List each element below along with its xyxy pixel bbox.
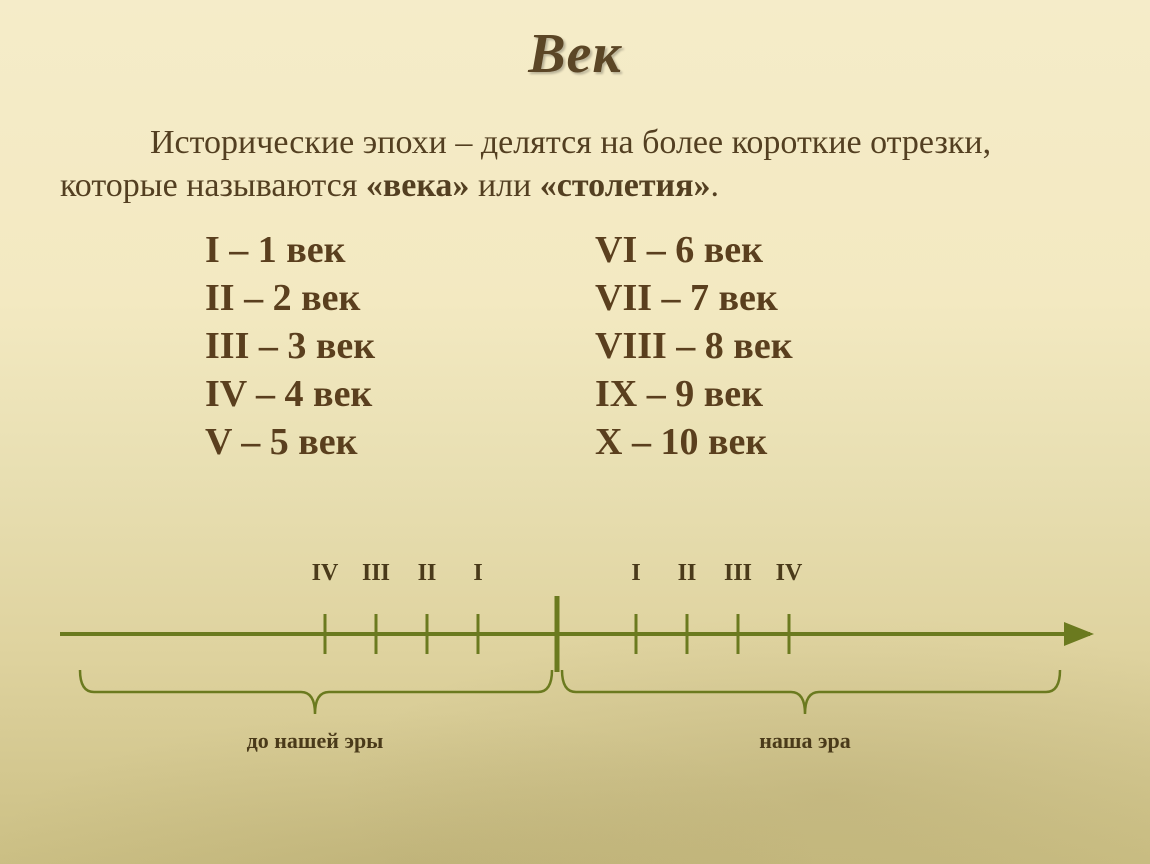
timeline-label-right: IV (776, 560, 803, 587)
paragraph-bold-2: «столетия» (540, 167, 711, 204)
timeline-label-left: I (473, 560, 482, 587)
timeline-tick (686, 614, 689, 654)
era-label-left: до нашей эры (247, 728, 384, 754)
timeline-braces (60, 662, 1090, 732)
century-lists: I – 1 векII – 2 векIII – 3 векIV – 4 век… (0, 228, 1150, 464)
century-row: I – 1 век (205, 228, 595, 272)
timeline-tick (788, 614, 791, 654)
slide-title: Век (0, 22, 1150, 86)
paragraph-tail: . (711, 167, 720, 204)
century-col-right: VI – 6 векVII – 7 векVIII – 8 векIX – 9 … (595, 228, 793, 464)
timeline-labels: IVIIIIIIIIIIIIIV (60, 560, 1090, 590)
timeline-center-tick (555, 596, 560, 672)
timeline-tick (324, 614, 327, 654)
timeline-tick (375, 614, 378, 654)
era-label-right: наша эра (759, 728, 851, 754)
timeline-tick (635, 614, 638, 654)
timeline-tick (426, 614, 429, 654)
century-col-left: I – 1 векII – 2 векIII – 3 векIV – 4 век… (205, 228, 595, 464)
century-row: X – 10 век (595, 420, 793, 464)
century-row: II – 2 век (205, 276, 595, 320)
timeline-label-right: II (678, 560, 697, 587)
timeline-label-right: I (631, 560, 640, 587)
century-row: VII – 7 век (595, 276, 793, 320)
timeline-label-left: II (418, 560, 437, 587)
timeline: IVIIIIIIIIIIIIIV до нашей эры наша эра (60, 560, 1090, 760)
brace-left (80, 670, 552, 714)
century-row: IX – 9 век (595, 372, 793, 416)
timeline-label-left: IV (312, 560, 339, 587)
century-row: IV – 4 век (205, 372, 595, 416)
timeline-label-right: III (724, 560, 752, 587)
century-row: III – 3 век (205, 324, 595, 368)
slide-container: Век Исторические эпохи – делятся на боле… (0, 0, 1150, 864)
timeline-axis (60, 632, 1090, 636)
timeline-tick (477, 614, 480, 654)
paragraph-bold-1: «века» (366, 167, 470, 204)
century-row: V – 5 век (205, 420, 595, 464)
century-row: VI – 6 век (595, 228, 793, 272)
timeline-arrowhead-icon (1064, 622, 1094, 646)
brace-right (562, 670, 1060, 714)
century-row: VIII – 8 век (595, 324, 793, 368)
paragraph-mid: или (469, 167, 539, 204)
intro-paragraph: Исторические эпохи – делятся на более ко… (60, 122, 1090, 207)
timeline-label-left: III (362, 560, 390, 587)
timeline-tick (737, 614, 740, 654)
